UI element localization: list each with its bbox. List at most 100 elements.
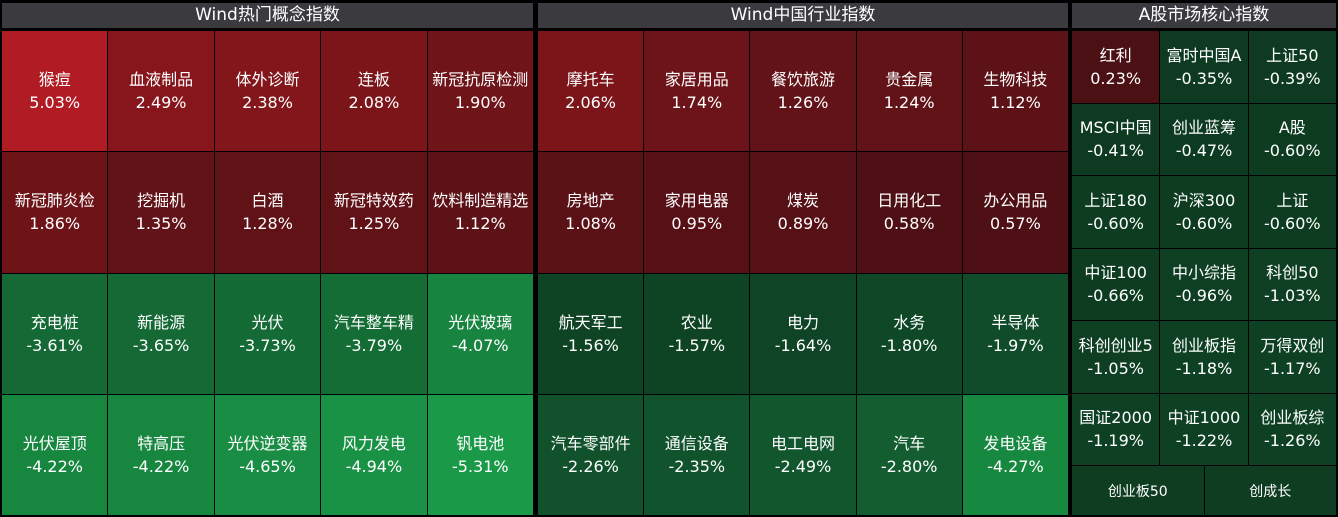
index-tile[interactable]: 红利 0.23% xyxy=(1072,31,1160,103)
index-tile[interactable]: 富时中国A -0.35% xyxy=(1160,31,1248,103)
index-tile[interactable]: 挖掘机 1.35% xyxy=(108,152,214,273)
index-name: 新能源 xyxy=(137,312,186,332)
index-name: 万得双创 xyxy=(1260,335,1325,355)
index-change-percent: -4.94% xyxy=(345,456,403,476)
index-tile[interactable]: 沪深300 -0.60% xyxy=(1160,176,1248,248)
index-tile[interactable]: 饮料制造精选 1.12% xyxy=(427,152,533,273)
index-change-percent: -0.60% xyxy=(1175,213,1233,233)
index-tile[interactable]: 创业板指 -1.18% xyxy=(1160,321,1248,393)
index-tile[interactable]: 国证2000 -1.19% xyxy=(1072,393,1160,465)
index-tile[interactable]: 半导体 -1.97% xyxy=(962,273,1068,394)
index-tile-chuangyeban50[interactable]: 创业板50 xyxy=(1072,466,1204,515)
index-tile[interactable]: 创业蓝筹 -0.47% xyxy=(1160,103,1248,175)
index-tile[interactable]: 上证180 -0.60% xyxy=(1072,176,1160,248)
index-tile[interactable]: 汽车整车精 -3.79% xyxy=(321,273,427,394)
index-tile[interactable]: 生物科技 1.12% xyxy=(962,31,1068,152)
index-tile[interactable]: MSCI中国 -0.41% xyxy=(1072,103,1160,175)
index-change-percent: -0.35% xyxy=(1175,68,1233,88)
index-tile[interactable]: 中证1000 -1.22% xyxy=(1160,393,1248,465)
index-tile[interactable]: 家居用品 1.74% xyxy=(644,31,750,152)
index-tile[interactable]: 万得双创 -1.17% xyxy=(1248,321,1336,393)
index-tile[interactable]: 科创创业5 -1.05% xyxy=(1072,321,1160,393)
index-tile[interactable]: 充电桩 -3.61% xyxy=(2,273,108,394)
index-change-percent: -1.22% xyxy=(1175,431,1233,451)
index-change-percent: -5.31% xyxy=(451,456,509,476)
index-tile[interactable]: 新冠特效药 1.25% xyxy=(321,152,427,273)
index-tile[interactable]: 连板 2.08% xyxy=(321,31,427,152)
index-name: 汽车整车精 xyxy=(333,312,414,332)
index-name: 中证1000 xyxy=(1167,408,1241,428)
heatmap-grid: 猴痘 5.03% 血液制品 2.49% 体外诊断 2.38% 连板 2.08% 新冠抗原检测 1.… xyxy=(2,31,533,515)
index-tile[interactable]: 新能源 -3.65% xyxy=(108,273,214,394)
index-name: 红利 xyxy=(1099,45,1132,65)
index-change-percent: 2.08% xyxy=(348,93,400,113)
index-tile[interactable]: 中小综指 -0.96% xyxy=(1160,248,1248,320)
index-tile[interactable]: 上证50 -0.39% xyxy=(1248,31,1336,103)
index-change-percent: -3.73% xyxy=(239,335,296,355)
index-tile[interactable]: 贵金属 1.24% xyxy=(856,31,962,152)
index-tile[interactable]: 发电设备 -4.27% xyxy=(962,394,1068,515)
index-tile[interactable]: 电力 -1.64% xyxy=(750,273,856,394)
index-name: A股 xyxy=(1278,118,1306,138)
index-tile[interactable]: 摩托车 2.06% xyxy=(538,31,644,152)
index-tile[interactable]: 光伏逆变器 -4.65% xyxy=(214,394,321,515)
index-tile[interactable]: 科创50 -1.03% xyxy=(1248,248,1336,320)
index-change-percent: 0.89% xyxy=(777,214,829,234)
index-tile[interactable]: 农业 -1.57% xyxy=(644,273,750,394)
index-name: 办公用品 xyxy=(983,191,1048,211)
index-tile[interactable]: 中证100 -0.66% xyxy=(1072,248,1160,320)
index-name: 光伏逆变器 xyxy=(227,433,308,453)
index-tile[interactable]: A股 -0.60% xyxy=(1248,103,1336,175)
index-tile[interactable]: 特高压 -4.22% xyxy=(108,394,214,515)
index-change-percent: 0.23% xyxy=(1090,68,1142,88)
index-tile[interactable]: 猴痘 5.03% xyxy=(2,31,108,152)
index-tile[interactable]: 汽车零部件 -2.26% xyxy=(538,394,644,515)
index-tile[interactable]: 新冠肺炎检 1.86% xyxy=(2,152,108,273)
index-tile[interactable]: 创业板综 -1.26% xyxy=(1248,393,1336,465)
index-change-percent: 5.03% xyxy=(29,93,81,113)
core-index-panel: A股市场核心指数 红利 0.23% 富时中国A -0.35% 上证50 -0.39% MSC… xyxy=(1072,3,1336,515)
index-tile[interactable]: 白酒 1.28% xyxy=(214,152,321,273)
index-name: 生物科技 xyxy=(983,70,1048,90)
index-tile[interactable]: 光伏 -3.73% xyxy=(214,273,321,394)
index-tile[interactable]: 办公用品 0.57% xyxy=(962,152,1068,273)
index-name: 光伏屋顶 xyxy=(22,433,87,453)
index-tile[interactable]: 日用化工 0.58% xyxy=(856,152,962,273)
index-change-percent: 1.12% xyxy=(454,214,506,234)
index-tile[interactable]: 体外诊断 2.38% xyxy=(214,31,321,152)
index-name: 科创50 xyxy=(1266,263,1319,283)
index-tile[interactable]: 光伏屋顶 -4.22% xyxy=(2,394,108,515)
index-tile-chuangchengzhang[interactable]: 创成长 xyxy=(1204,466,1336,515)
index-tile[interactable]: 血液制品 2.49% xyxy=(108,31,214,152)
index-tile[interactable]: 水务 -1.80% xyxy=(856,273,962,394)
heatmap-grid: 摩托车 2.06% 家居用品 1.74% 餐饮旅游 1.26% 贵金属 1.24% 生物科技 1.… xyxy=(538,31,1068,515)
index-tile[interactable]: 餐饮旅游 1.26% xyxy=(750,31,856,152)
index-name: 挖掘机 xyxy=(137,191,186,211)
index-tile[interactable]: 航天军工 -1.56% xyxy=(538,273,644,394)
index-tile[interactable]: 新冠抗原检测 1.90% xyxy=(427,31,533,152)
index-tile[interactable]: 通信设备 -2.35% xyxy=(644,394,750,515)
index-tile[interactable]: 房地产 1.08% xyxy=(538,152,644,273)
index-tile[interactable]: 家用电器 0.95% xyxy=(644,152,750,273)
index-name: 家用电器 xyxy=(664,191,729,211)
index-name: 半导体 xyxy=(991,312,1040,332)
index-change-percent: -0.47% xyxy=(1175,141,1233,161)
index-tile[interactable]: 汽车 -2.80% xyxy=(856,394,962,515)
index-name: MSCI中国 xyxy=(1079,118,1152,138)
index-name: 电力 xyxy=(786,312,819,332)
index-name: 新冠抗原检测 xyxy=(432,70,529,90)
index-change-percent: -4.22% xyxy=(26,456,83,476)
index-name: 连板 xyxy=(357,70,390,90)
index-tile[interactable]: 光伏玻璃 -4.07% xyxy=(427,273,533,394)
index-tile[interactable]: 煤炭 0.89% xyxy=(750,152,856,273)
index-tile[interactable]: 钒电池 -5.31% xyxy=(427,394,533,515)
index-change-percent: 1.90% xyxy=(454,93,506,113)
index-name: 新冠肺炎检 xyxy=(14,191,95,211)
index-name: 上证180 xyxy=(1084,190,1147,210)
index-tile[interactable]: 风力发电 -4.94% xyxy=(321,394,427,515)
index-change-percent: -1.57% xyxy=(668,335,726,355)
index-tile[interactable]: 上证 -0.60% xyxy=(1248,176,1336,248)
index-name: 特高压 xyxy=(137,433,186,453)
index-tile[interactable]: 电工电网 -2.49% xyxy=(750,394,856,515)
heatmap-grid: 红利 0.23% 富时中国A -0.35% 上证50 -0.39% MSCI中国 -0.41%… xyxy=(1072,31,1336,465)
